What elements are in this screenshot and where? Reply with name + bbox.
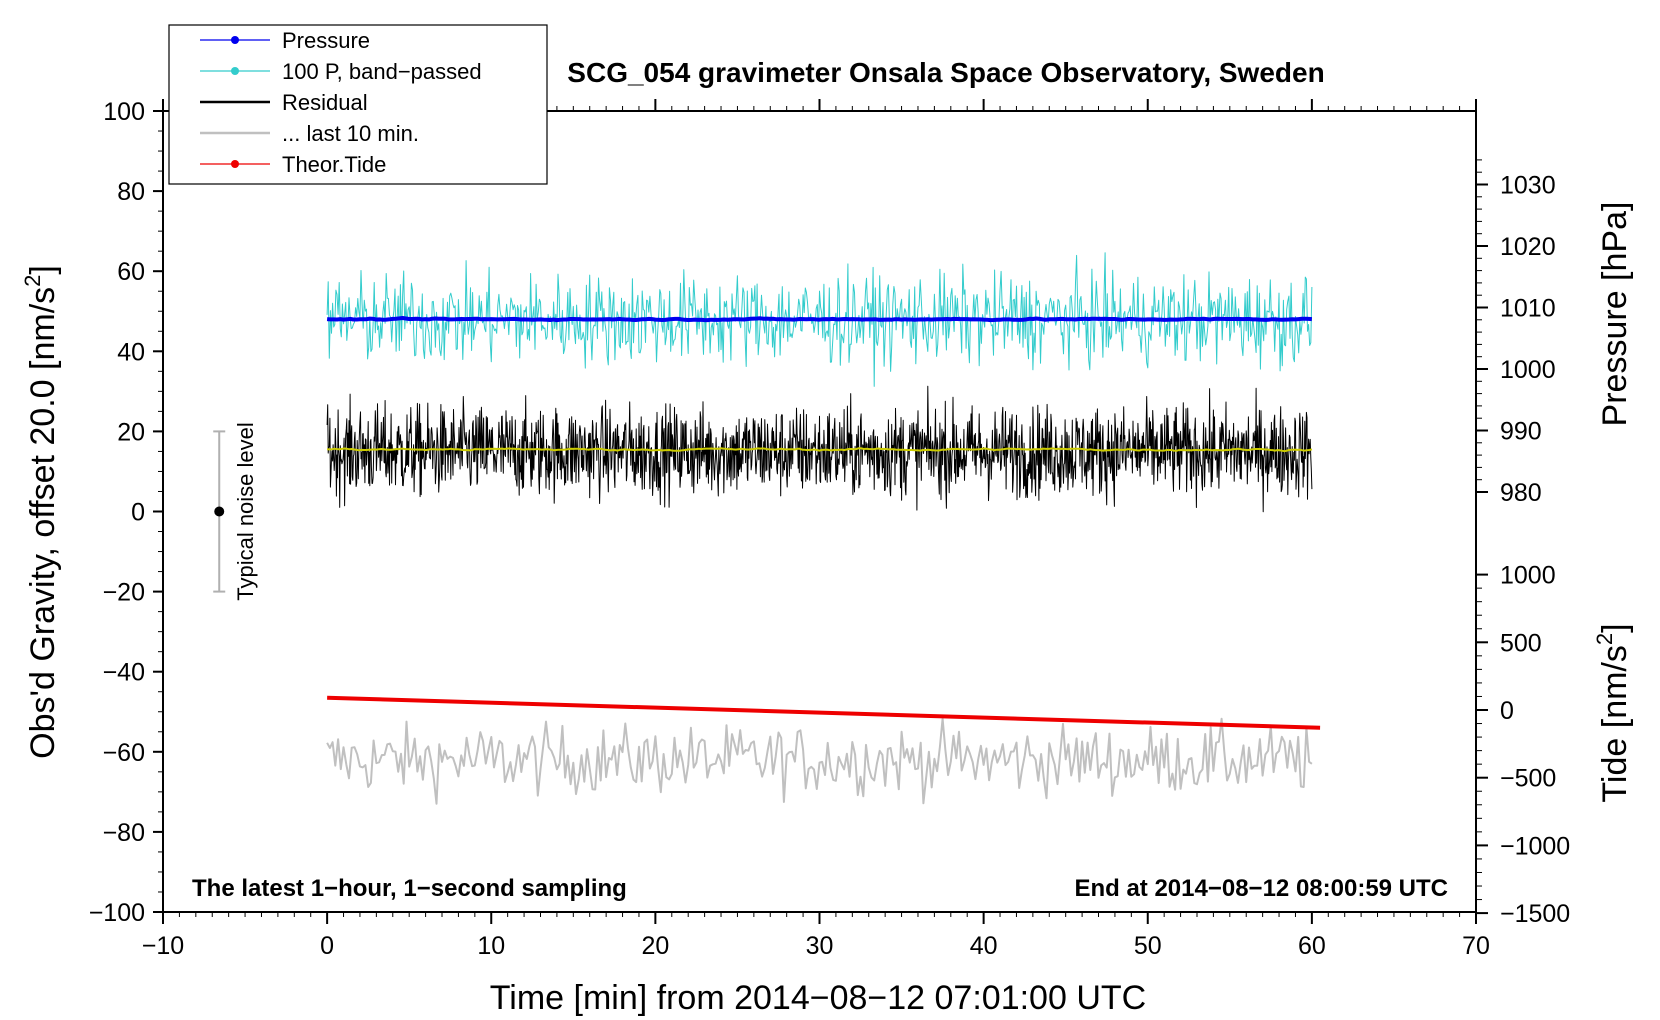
note-sampling: The latest 1−hour, 1−second sampling [192, 875, 627, 902]
left-axis-title-sup: 2 [20, 275, 45, 287]
pressure-tick-label: 980 [1500, 479, 1542, 507]
plot-frame [162, 110, 1477, 913]
pressure-tick-label: 1020 [1500, 233, 1556, 261]
series-theor-tide [327, 695, 1321, 730]
tide-tick-label: 500 [1500, 629, 1542, 657]
x-tick-label: −10 [142, 932, 184, 960]
series-residual-smoothed [327, 447, 1313, 453]
minor-ticks [158, 106, 1482, 917]
x-tick-label: 0 [320, 932, 334, 960]
noise-level-label: Typical noise level [233, 422, 258, 601]
pressure-tick-label: 1030 [1500, 172, 1556, 200]
left-axis-title: Obs'd Gravity, offset 20.0 [nm/s2] [20, 265, 62, 759]
tide-tick-label: −500 [1500, 765, 1556, 793]
x-tick-label: 40 [970, 932, 998, 960]
left-axis-ticks: 100 80 60 40 20 0 −20 −40 −60 −80 −100 [89, 98, 163, 927]
left-tick-label: −40 [103, 659, 145, 687]
left-axis-title-end: ] [24, 265, 62, 274]
left-tick-label: 40 [117, 338, 145, 366]
legend-label: 100 P, band−passed [282, 59, 482, 84]
tide-axis-title-main: Tide [nm/s [1596, 645, 1634, 802]
legend-label: ... last 10 min. [282, 121, 419, 146]
left-tick-label: 20 [117, 418, 145, 446]
left-tick-label: 0 [131, 499, 145, 527]
pressure-tick-label: 1000 [1500, 356, 1556, 384]
note-end-time: End at 2014−08−12 08:00:59 UTC [1074, 875, 1448, 902]
tide-tick-label: 1000 [1500, 562, 1556, 590]
pressure-tick-label: 990 [1500, 418, 1542, 446]
tide-tick-label: 0 [1500, 697, 1514, 725]
x-axis-ticks: −10 0 10 20 30 40 50 60 70 [142, 99, 1490, 960]
series-100-p-band-passed [326, 252, 1313, 387]
tide-axis-title-sup: 2 [1592, 633, 1617, 645]
series-pressure [326, 316, 1313, 323]
left-tick-label: −20 [103, 579, 145, 607]
legend-marker [231, 160, 239, 168]
x-tick-label: 10 [477, 932, 505, 960]
x-axis-title: Time [min] from 2014−08−12 07:01:00 UTC [490, 979, 1146, 1017]
legend-label: Residual [282, 90, 368, 115]
tide-axis-ticks: 1000 500 0 −500 −1000 −1500 [1476, 562, 1570, 928]
left-tick-label: 80 [117, 178, 145, 206]
legend-box [168, 24, 548, 185]
tide-tick-label: −1500 [1500, 900, 1570, 928]
x-tick-label: 20 [641, 932, 669, 960]
pressure-axis-ticks: 1030 1020 1010 1000 990 980 [1476, 172, 1556, 507]
left-tick-label: −80 [103, 819, 145, 847]
left-tick-label: −100 [89, 899, 145, 927]
series-residual [326, 385, 1313, 513]
left-axis-title-main: Obs'd Gravity, offset 20.0 [nm/s [24, 287, 62, 759]
tide-tick-label: −1000 [1500, 832, 1570, 860]
noise-bar-center [214, 506, 225, 517]
series--last-10-min- [326, 717, 1313, 805]
series-layer [326, 252, 1321, 805]
left-tick-label: 60 [117, 258, 145, 286]
x-tick-label: 30 [806, 932, 834, 960]
x-tick-label: 60 [1298, 932, 1326, 960]
legend: Pressure 100 P, band−passed Residual ... la… [168, 24, 548, 185]
legend-marker [231, 36, 239, 44]
x-tick-label: 70 [1462, 932, 1490, 960]
pressure-axis-title: Pressure [hPa] [1596, 202, 1634, 427]
legend-label: Theor.Tide [282, 152, 386, 177]
left-tick-label: −60 [103, 739, 145, 767]
tide-axis-title: Tide [nm/s2] [1592, 623, 1634, 802]
legend-label: Pressure [282, 28, 370, 53]
left-tick-label: 100 [103, 98, 145, 126]
pressure-tick-label: 1010 [1500, 295, 1556, 323]
chart-title: SCG_054 gravimeter Onsala Space Observat… [567, 57, 1324, 88]
tide-axis-title-end: ] [1596, 623, 1634, 632]
noise-level-bar [213, 430, 226, 593]
x-tick-label: 50 [1134, 932, 1162, 960]
legend-marker [231, 67, 239, 75]
